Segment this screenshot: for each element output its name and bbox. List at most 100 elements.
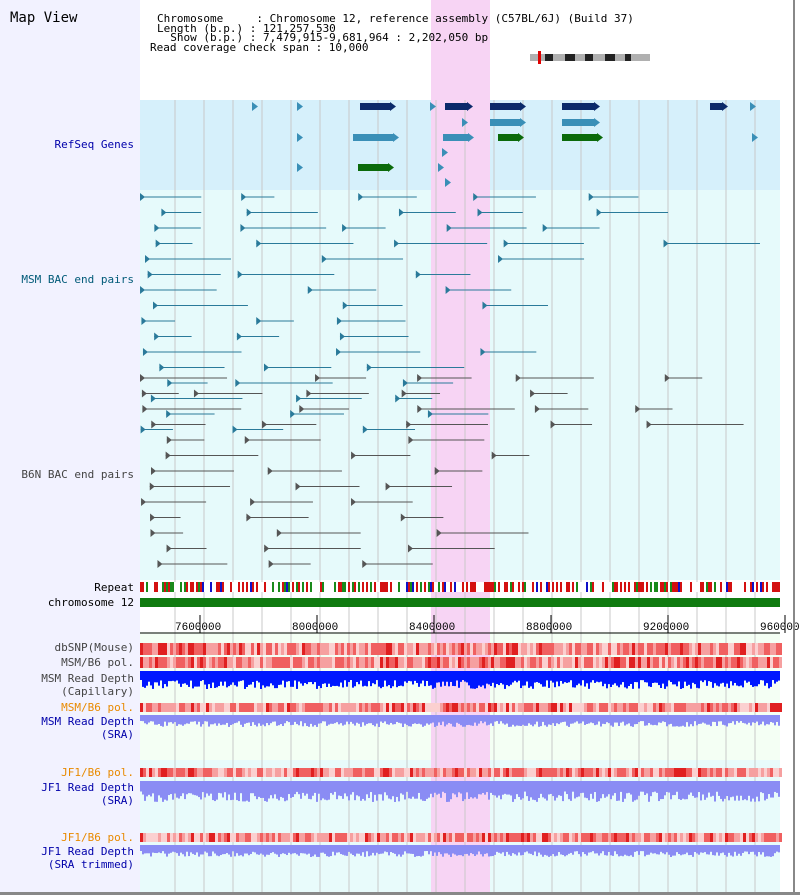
read-depth-bar xyxy=(172,715,174,724)
read-depth-bar xyxy=(318,781,320,794)
repeat-segment xyxy=(592,582,594,592)
polymorphism-cell xyxy=(668,657,671,668)
bac-end-marker xyxy=(256,317,262,325)
polymorphism-cell xyxy=(701,768,704,777)
read-depth-bar xyxy=(532,845,534,856)
polymorphism-cell xyxy=(776,643,779,655)
polymorphism-cell xyxy=(542,657,545,668)
read-depth-bar xyxy=(232,781,234,800)
repeat-segment xyxy=(716,582,718,592)
jf1-b6-pol-trim-label[interactable]: JF1/B6 pol. xyxy=(61,831,134,844)
repeat-label[interactable]: Repeat xyxy=(94,581,134,594)
polymorphism-cell xyxy=(347,703,350,712)
read-depth-bar xyxy=(284,671,286,688)
read-depth-bar xyxy=(682,671,684,689)
jf1-b6-pol-label[interactable]: JF1/B6 pol. xyxy=(61,766,134,779)
repeat-segment xyxy=(490,582,492,592)
repeat-segment xyxy=(240,582,242,592)
read-depth-bar xyxy=(590,781,592,794)
chromosome-label[interactable]: chromosome 12 xyxy=(47,596,134,609)
read-depth-bar xyxy=(354,781,356,801)
polymorphism-cell xyxy=(587,643,590,655)
read-depth-bar xyxy=(254,845,256,853)
read-depth-bar xyxy=(476,781,478,799)
polymorphism-cell xyxy=(254,643,257,655)
bac-end-marker xyxy=(149,482,155,491)
read-depth-bar xyxy=(328,671,330,684)
polymorphism-cell xyxy=(332,833,335,842)
read-depth-bar xyxy=(680,845,682,856)
read-depth-bar xyxy=(484,671,486,689)
msm-bac-label[interactable]: MSM BAC end pairs xyxy=(21,273,134,286)
read-depth-bar xyxy=(330,671,332,687)
repeat-segment xyxy=(672,582,674,592)
read-depth-bar xyxy=(426,845,428,852)
read-depth-bar xyxy=(734,715,736,725)
bac-end-marker xyxy=(264,544,270,553)
polymorphism-cell xyxy=(740,833,743,842)
msm-read-depth-capillary-label[interactable]: MSM Read Depth (Capillary) xyxy=(41,672,134,698)
read-depth-bar xyxy=(200,845,202,855)
polymorphism-cell xyxy=(692,657,695,668)
polymorphism-cell xyxy=(629,703,632,712)
read-depth-bar xyxy=(178,781,180,799)
read-depth-bar xyxy=(250,845,252,854)
polymorphism-cell xyxy=(620,643,623,655)
read-depth-bar xyxy=(698,671,700,689)
refseq-gene-arrow xyxy=(430,102,436,111)
polymorphism-cell xyxy=(281,768,284,777)
jf1-read-depth-sra-label[interactable]: JF1 Read Depth (SRA) xyxy=(41,781,134,807)
polymorphism-cell xyxy=(707,768,710,777)
read-depth-bar xyxy=(348,845,350,852)
read-depth-bar xyxy=(620,671,622,685)
read-depth-bar xyxy=(746,671,748,683)
read-depth-bar xyxy=(238,845,240,856)
read-depth-bar xyxy=(498,845,500,853)
msm-b6-pol-label[interactable]: MSM/B6 pol. xyxy=(61,656,134,669)
polymorphism-cell xyxy=(290,833,293,842)
polymorphism-cell xyxy=(302,657,305,668)
read-depth-bar xyxy=(566,781,568,795)
bac-end-marker xyxy=(290,410,296,418)
read-depth-bar xyxy=(466,781,468,793)
read-depth-bar xyxy=(696,715,698,726)
polymorphism-cell xyxy=(275,657,278,668)
polymorphism-cell xyxy=(584,768,587,777)
read-depth-bar xyxy=(142,781,144,795)
polymorphism-cell xyxy=(497,643,500,655)
read-depth-bar xyxy=(366,781,368,795)
polymorphism-cell xyxy=(638,643,641,655)
polymorphism-cell xyxy=(176,768,179,777)
polymorphism-cell xyxy=(272,833,275,842)
read-depth-bar xyxy=(680,715,682,727)
repeat-segment xyxy=(330,582,332,592)
dbsnp-label[interactable]: dbSNP(Mouse) xyxy=(54,641,134,654)
polymorphism-cell xyxy=(287,703,290,712)
polymorphism-cell xyxy=(551,643,554,655)
read-depth-bar xyxy=(188,671,190,687)
refseq-genes-label[interactable]: RefSeq Genes xyxy=(54,138,134,151)
bac-end-marker xyxy=(237,270,243,279)
polymorphism-cell xyxy=(485,768,488,777)
read-depth-bar xyxy=(752,845,754,852)
polymorphism-cell xyxy=(173,703,176,712)
read-depth-bar xyxy=(428,715,430,725)
b6n-bac-label[interactable]: B6N BAC end pairs xyxy=(21,468,134,481)
read-depth-bar xyxy=(492,781,494,795)
jf1-read-depth-trimmed-label[interactable]: JF1 Read Depth (SRA trimmed) xyxy=(41,845,134,871)
refseq-gene xyxy=(710,103,722,110)
polymorphism-cell xyxy=(146,643,149,655)
polymorphism-cell xyxy=(203,703,206,712)
read-depth-bar xyxy=(474,845,476,857)
msm-b6-pol-sra-label[interactable]: MSM/B6 pol. xyxy=(61,701,134,714)
msm-read-depth-sra-label[interactable]: MSM Read Depth (SRA) xyxy=(41,715,134,741)
repeat-segment xyxy=(340,582,342,592)
polymorphism-cell xyxy=(236,703,239,712)
read-depth-bar xyxy=(682,845,684,855)
repeat-segment xyxy=(196,582,198,592)
polymorphism-cell xyxy=(326,643,329,655)
read-depth-bar xyxy=(162,845,164,852)
read-depth-bar xyxy=(408,715,410,727)
polymorphism-cell xyxy=(374,657,377,668)
